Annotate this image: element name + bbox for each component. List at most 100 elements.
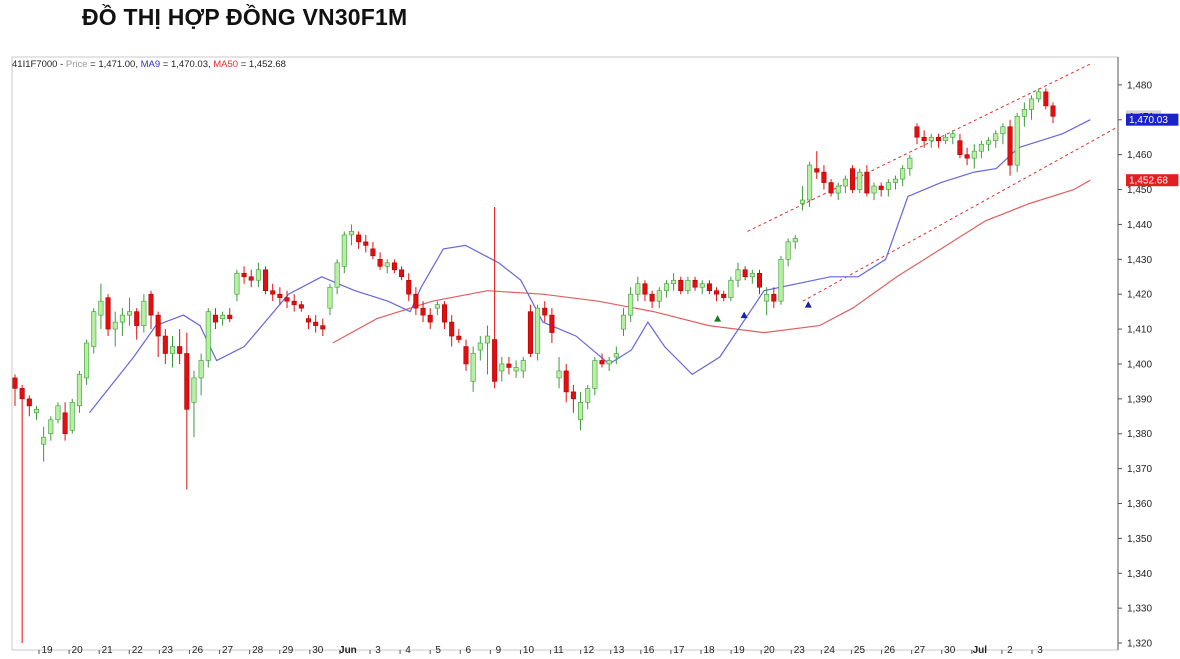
x-tick-label: 22	[132, 645, 144, 656]
candle	[177, 329, 183, 364]
candle-body	[993, 133, 999, 142]
x-tick-label: 29	[282, 645, 294, 656]
candle	[327, 283, 333, 316]
candle	[871, 182, 877, 201]
candle	[255, 262, 261, 288]
candle-body	[313, 321, 319, 326]
candle-body	[427, 314, 433, 323]
candle	[284, 290, 290, 309]
candle-body	[556, 370, 562, 379]
candle	[1007, 119, 1013, 176]
candle-body	[270, 290, 276, 295]
candle	[714, 287, 720, 302]
x-tick-label: 3	[375, 645, 381, 656]
candle	[205, 308, 211, 368]
price-badge-text: 1,470.03	[1129, 115, 1168, 126]
candle-body	[663, 283, 669, 292]
candle-body	[191, 377, 197, 403]
y-tick-label: 1,420	[1127, 290, 1152, 301]
candle-body	[298, 304, 304, 309]
candle-body	[835, 185, 841, 194]
candle-body	[678, 279, 684, 292]
candle-body	[341, 234, 347, 267]
candle	[778, 255, 784, 305]
x-tick-label: 28	[252, 645, 264, 656]
candle-body	[463, 346, 469, 365]
candle-body	[535, 307, 541, 354]
x-tick-label: 9	[496, 645, 502, 656]
candle-body	[327, 286, 333, 309]
candle	[692, 276, 698, 291]
candle	[270, 283, 276, 302]
candle	[33, 405, 39, 420]
candle-body	[842, 178, 848, 187]
candle	[320, 318, 326, 337]
candle	[749, 269, 755, 284]
triangle-marker	[804, 301, 812, 308]
x-tick-label: 13	[613, 645, 625, 656]
legend-series-label: MA9	[141, 59, 161, 70]
legend-symbol: 41I1F7000 -	[12, 59, 66, 70]
x-tick-label: 30	[944, 645, 956, 656]
candle-body	[885, 182, 891, 190]
candle-body	[792, 238, 798, 243]
candle	[477, 336, 483, 361]
candle	[1000, 123, 1006, 145]
candle-body	[807, 164, 813, 201]
candle	[756, 269, 763, 295]
candle	[105, 294, 111, 337]
x-axis: 19 20 21 22 23 26 27 28 29 30 Jun 3 4 5 6 9 10 11 12 13 16 17…	[38, 645, 1043, 656]
candle-body	[699, 283, 705, 288]
candle	[363, 234, 369, 253]
x-tick-label: Jul	[973, 645, 988, 656]
candle	[427, 308, 433, 330]
candle	[1021, 102, 1027, 127]
candle-body	[706, 283, 712, 292]
candle	[542, 301, 548, 323]
candle	[556, 356, 562, 389]
candle	[484, 325, 490, 375]
candle-body	[728, 279, 734, 298]
triangle-marker	[714, 315, 722, 322]
x-tick-label: 16	[643, 645, 655, 656]
candle	[821, 165, 827, 190]
candle	[492, 206, 498, 389]
candle-body	[420, 307, 426, 316]
candle	[914, 123, 920, 145]
page-title: ĐỒ THỊ HỢP ĐỒNG VN30F1M	[82, 4, 408, 30]
candle	[91, 308, 97, 354]
candle-body	[492, 339, 498, 382]
candle-body	[606, 360, 612, 365]
chart-frame	[11, 56, 1119, 651]
x-tick-label: 23	[794, 645, 806, 656]
candle	[84, 339, 90, 385]
candle-body	[756, 272, 763, 288]
y-tick-label: 1,330	[1127, 604, 1152, 615]
candle-body	[692, 279, 698, 288]
candle	[234, 269, 240, 302]
candle	[950, 130, 956, 145]
candle	[678, 276, 684, 295]
candle-body	[384, 262, 390, 267]
candle	[799, 186, 805, 211]
candle	[413, 287, 419, 316]
x-tick-label: 12	[583, 645, 595, 656]
candle-body	[69, 402, 75, 431]
candle	[441, 301, 448, 330]
candle	[792, 234, 798, 249]
candle-body	[635, 283, 641, 295]
candle-body	[212, 314, 218, 323]
candle-body	[649, 293, 655, 302]
candle-body	[613, 353, 619, 358]
candle	[127, 297, 133, 326]
y-tick-label: 1,380	[1127, 429, 1152, 440]
candle	[578, 391, 584, 431]
candle	[864, 165, 870, 197]
candle-body	[878, 185, 884, 190]
candle-body	[19, 388, 25, 400]
legend-series-label: Price	[66, 59, 88, 70]
candle-body	[356, 234, 362, 243]
x-tick-label: 23	[162, 645, 174, 656]
candle	[599, 353, 605, 368]
y-tick-label: 1,450	[1127, 185, 1152, 196]
